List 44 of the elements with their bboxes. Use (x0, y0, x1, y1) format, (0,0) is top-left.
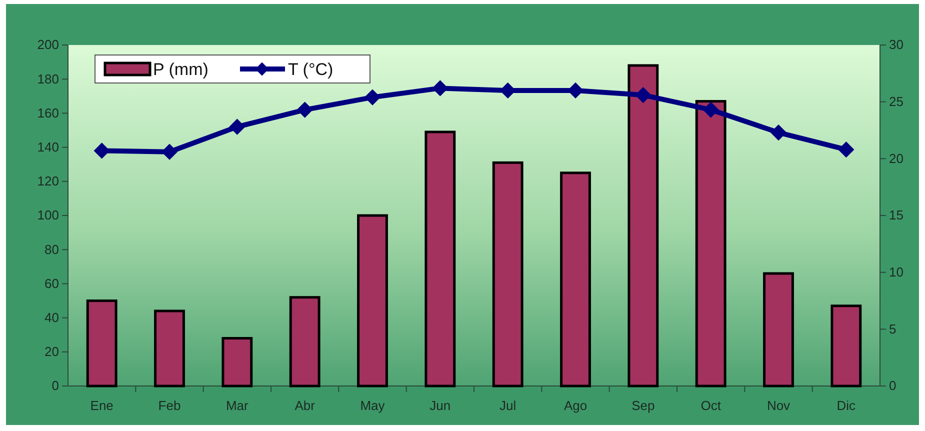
bar (628, 64, 659, 388)
bar (289, 296, 320, 388)
legend-label: P (mm) (153, 60, 208, 79)
bar (763, 272, 794, 388)
bar (695, 100, 726, 388)
legend-label: T (°C) (288, 60, 334, 79)
bar (560, 172, 591, 388)
y-tick-label: 80 (44, 242, 59, 257)
x-tick-label: Dic (836, 398, 856, 413)
y2-tick-label: 15 (889, 208, 904, 223)
bar (154, 310, 185, 388)
y-tick-label: 0 (52, 378, 59, 394)
bar (222, 337, 253, 388)
x-tick-label: Ene (90, 398, 114, 413)
bar (86, 300, 118, 388)
x-tick-label: Abr (294, 398, 316, 413)
x-tick-label: Jul (500, 398, 516, 413)
y-tick-label: 100 (37, 208, 59, 223)
bar (424, 130, 456, 388)
y-tick-label: 160 (37, 105, 59, 120)
y2-tick-label: 25 (889, 94, 904, 109)
y-tick-label: 180 (37, 71, 59, 86)
y-tick-label: 60 (44, 276, 59, 291)
x-tick-label: Feb (158, 398, 181, 413)
bar (830, 304, 862, 388)
y2-tick-label: 20 (889, 150, 904, 166)
x-tick-label: Mar (226, 398, 250, 413)
x-tick-label: Nov (766, 398, 791, 413)
y-tick-label: 20 (44, 344, 59, 360)
x-tick-label: Oct (700, 398, 722, 413)
x-tick-label: Ago (564, 398, 588, 413)
y2-tick-label: 10 (889, 264, 904, 280)
y-tick-label: 120 (37, 174, 59, 189)
y2-tick-label: 5 (889, 321, 896, 336)
y-tick-label: 140 (37, 139, 59, 154)
bar (492, 161, 524, 388)
y-tick-label: 40 (44, 310, 59, 325)
y2-tick-label: 0 (889, 378, 896, 394)
bar (357, 214, 388, 388)
y2-tick-label: 30 (889, 37, 904, 52)
x-tick-label: May (360, 398, 386, 413)
x-tick-label: Sep (632, 398, 655, 413)
x-tick-label: Jun (430, 398, 451, 413)
y-tick-label: 200 (37, 37, 59, 52)
